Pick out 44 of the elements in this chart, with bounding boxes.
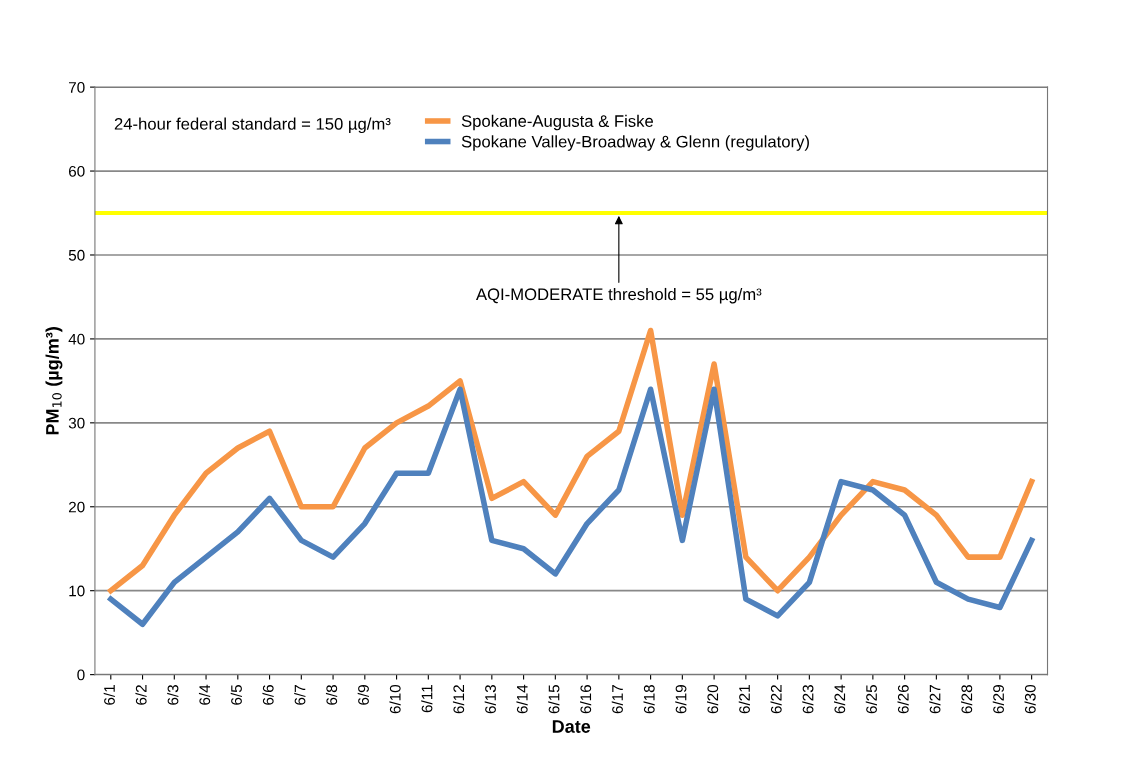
x-tick-label: 6/18 (643, 685, 655, 714)
x-tick-label: 6/16 (579, 685, 592, 714)
y-axis-title: PM$_{10}$ (µg/m³) (45, 327, 63, 435)
x-tick-label: 6/3 (167, 685, 179, 705)
legend-label: Spokane Valley-Broadway & Glenn (regulatory) (461, 135, 809, 151)
x-tick-label: 6/21 (738, 685, 750, 714)
x-tick-label: 6/6 (262, 685, 274, 705)
x-axis-title: Date (552, 720, 591, 733)
legend-label: Spokane-Augusta & Fiske (461, 114, 654, 131)
x-tick-label: 6/28 (961, 685, 973, 714)
y-tick-label: 30 (68, 417, 85, 429)
x-tick-label: 6/29 (992, 685, 1004, 714)
x-tick-label: 6/24 (833, 684, 846, 714)
x-tick-label: 6/26 (897, 685, 909, 714)
x-tick-label: 6/11 (421, 685, 433, 713)
x-tick-label: 6/13 (484, 685, 496, 714)
x-tick-label: 6/30 (1024, 684, 1036, 714)
y-tick-label: 20 (68, 501, 85, 513)
y-tick-label: 40 (68, 333, 85, 345)
x-tick-label: 6/25 (865, 684, 877, 714)
x-tick-label: 6/12 (452, 685, 465, 714)
y-tick-label: 0 (77, 669, 85, 681)
x-tick-label: 6/10 (389, 684, 401, 714)
x-tick-label: 6/4 (198, 684, 211, 705)
x-tick-label: 6/27 (929, 685, 941, 714)
x-tick-label: 6/8 (325, 685, 338, 705)
annotation: 24-hour federal standard = 150 µg/m³ (114, 117, 391, 134)
y-tick-label: 50 (68, 249, 85, 261)
x-tick-label: 6/9 (357, 685, 369, 705)
x-tick-label: 6/1 (103, 685, 115, 705)
x-tick-label: 6/7 (294, 685, 306, 705)
ref-line-label: AQI-MODERATE threshold = 55 µg/m³ (476, 287, 762, 304)
x-tick-label: 6/14 (516, 684, 528, 714)
y-tick-label: 10 (69, 585, 85, 597)
y-tick-label: 70 (68, 81, 85, 93)
x-tick-label: 6/5 (230, 684, 242, 705)
x-tick-label: 6/20 (706, 684, 719, 714)
y-tick-label: 60 (68, 165, 85, 177)
x-tick-label: 6/15 (548, 684, 560, 714)
x-tick-label: 6/17 (611, 685, 623, 714)
x-tick-label: 6/19 (675, 685, 687, 714)
x-tick-label: 6/22 (770, 685, 782, 714)
x-tick-label: 6/23 (802, 685, 814, 714)
x-tick-label: 6/2 (135, 685, 147, 705)
